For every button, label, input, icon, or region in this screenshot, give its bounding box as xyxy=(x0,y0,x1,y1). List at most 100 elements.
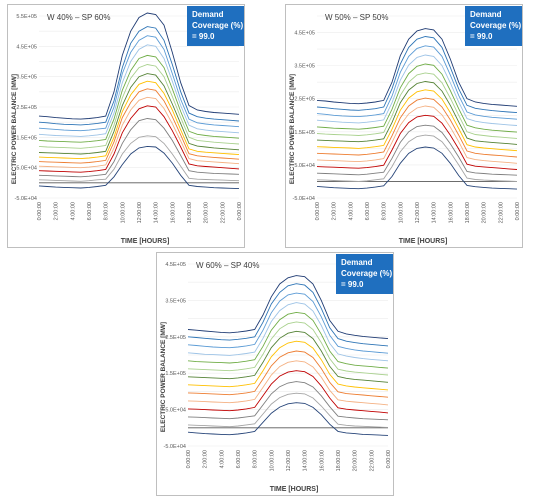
series-line xyxy=(187,283,389,347)
y-tick-label: 5.5E+05 xyxy=(16,14,37,20)
y-tick-label: -5.0E+04 xyxy=(293,196,315,202)
series-line xyxy=(316,105,518,164)
x-tick-labels: 0:00:00 2:00:00 4:00:00 6:00:00 8:00:00 10:00… xyxy=(37,202,243,223)
x-tick-label: 12:00:00 xyxy=(286,450,292,471)
x-axis-label: TIME [HOURS] xyxy=(270,486,319,493)
x-tick-label: 0:00:00 xyxy=(37,202,43,220)
series-line xyxy=(316,36,518,114)
x-tick-labels: 0:00:00 2:00:00 4:00:00 6:00:00 8:00:00 10:00… xyxy=(186,450,392,471)
x-tick-label: 10:00:00 xyxy=(120,202,126,223)
chart-svg: -5.0E+04 5.0E+04 1.5E+05 2.5E+05 3.5E+05 4.5E… xyxy=(156,252,394,496)
series-line xyxy=(38,96,240,169)
series-line xyxy=(38,145,240,190)
x-axis-label: TIME [HOURS] xyxy=(121,238,170,245)
x-tick-label: 18:00:00 xyxy=(187,202,193,223)
x-tick-label: 2:00:00 xyxy=(203,450,209,468)
legend-box-label-line2: Coverage (%) xyxy=(470,21,521,30)
series-line xyxy=(187,330,389,383)
series-line xyxy=(187,340,389,391)
y-tick-label: 1.5E+05 xyxy=(294,130,315,136)
x-tick-label: 20:00:00 xyxy=(353,450,359,471)
legend-box-label-line2: Coverage (%) xyxy=(192,21,243,30)
y-axis-label: ELECTRIC POWER BALANCE [MW] xyxy=(11,74,18,184)
series-line xyxy=(316,146,518,190)
series-line xyxy=(316,81,518,145)
x-tick-label: 0:00:00 xyxy=(315,202,321,220)
x-tick-label: 10:00:00 xyxy=(269,450,275,471)
x-tick-label: 16:00:00 xyxy=(448,202,454,223)
x-tick-label: 0:00:00 xyxy=(186,450,192,468)
y-tick-label: 2.5E+05 xyxy=(294,97,315,103)
x-tick-label: 12:00:00 xyxy=(415,202,421,223)
chart-panel-3: -5.0E+04 5.0E+04 1.5E+05 2.5E+05 3.5E+05 4.5E… xyxy=(156,252,394,496)
series-line xyxy=(316,45,518,120)
series-line xyxy=(38,26,240,126)
y-tick-label: 3.5E+05 xyxy=(294,64,315,70)
legend-box-label-line2: Coverage (%) xyxy=(341,269,392,278)
x-tick-label: 16:00:00 xyxy=(170,202,176,223)
y-tick-label: 1.5E+05 xyxy=(165,371,186,377)
series-lines xyxy=(187,275,389,436)
series-line xyxy=(38,54,240,143)
x-tick-label: 6:00:00 xyxy=(236,450,242,468)
series-line xyxy=(187,360,389,406)
x-tick-labels: 0:00:00 2:00:00 4:00:00 6:00:00 8:00:00 10:00… xyxy=(315,202,521,223)
x-tick-label: 4:00:00 xyxy=(219,450,225,468)
series-line xyxy=(187,392,389,428)
series-line xyxy=(187,350,389,398)
series-line xyxy=(38,64,240,149)
x-tick-label: 2:00:00 xyxy=(54,202,60,220)
series-line xyxy=(38,80,240,160)
legend-box: Demand Coverage (%) = 99.0 xyxy=(187,6,244,46)
series-line xyxy=(187,302,389,362)
x-tick-label: 18:00:00 xyxy=(336,450,342,471)
x-tick-label: 0:00:00 xyxy=(386,450,392,468)
series-line xyxy=(187,370,389,414)
x-tick-label: 8:00:00 xyxy=(253,450,259,468)
series-lines xyxy=(316,28,518,190)
y-tick-labels: -5.0E+04 5.0E+04 1.5E+05 2.5E+05 3.5E+05 4.5E… xyxy=(15,14,37,202)
legend-box-label-line1: Demand xyxy=(192,10,224,19)
legend-box-label-line1: Demand xyxy=(341,258,373,267)
y-tick-label: -5.0E+04 xyxy=(15,196,37,202)
legend-box: Demand Coverage (%) = 99.0 xyxy=(465,6,522,46)
x-tick-label: 2:00:00 xyxy=(332,202,338,220)
series-line xyxy=(187,381,389,421)
series-line xyxy=(316,124,518,176)
series-line xyxy=(316,72,518,139)
series-line xyxy=(316,97,518,158)
series-line xyxy=(187,311,389,369)
y-tick-label: 4.5E+05 xyxy=(16,44,37,50)
y-tick-label: 4.5E+05 xyxy=(165,262,186,268)
x-tick-label: 22:00:00 xyxy=(220,202,226,223)
x-tick-label: 8:00:00 xyxy=(382,202,388,220)
y-tick-label: 2.5E+05 xyxy=(165,335,186,341)
y-tick-label: 5.0E+04 xyxy=(165,408,186,414)
chart-svg: -5.0E+04 5.0E+04 1.5E+05 2.5E+05 3.5E+05 4.5E… xyxy=(285,4,523,248)
x-tick-label: 6:00:00 xyxy=(365,202,371,220)
x-tick-label: 18:00:00 xyxy=(465,202,471,223)
y-tick-label: 3.5E+05 xyxy=(16,75,37,81)
x-tick-label: 14:00:00 xyxy=(432,202,438,223)
x-tick-label: 12:00:00 xyxy=(137,202,143,223)
legend-box-value: = 99.0 xyxy=(341,280,364,289)
y-tick-label: 4.5E+05 xyxy=(294,31,315,37)
x-axis-label: TIME [HOURS] xyxy=(399,238,448,245)
x-tick-label: 4:00:00 xyxy=(348,202,354,220)
legend-box-value: = 99.0 xyxy=(192,32,215,41)
x-tick-label: 14:00:00 xyxy=(154,202,160,223)
series-line xyxy=(38,118,240,178)
x-tick-label: 6:00:00 xyxy=(87,202,93,220)
x-tick-label: 14:00:00 xyxy=(303,450,309,471)
legend-box-label-line1: Demand xyxy=(470,10,502,19)
chart-panel-1: -5.0E+04 5.0E+04 1.5E+05 2.5E+05 3.5E+05 4.5E… xyxy=(7,4,245,248)
series-line xyxy=(316,89,518,152)
y-tick-labels: -5.0E+04 5.0E+04 1.5E+05 2.5E+05 3.5E+05 4.5E… xyxy=(293,31,315,202)
series-line xyxy=(38,135,240,182)
series-line xyxy=(316,54,518,126)
series-line xyxy=(38,88,240,164)
series-lines xyxy=(38,12,240,190)
y-tick-label: 1.5E+05 xyxy=(16,135,37,141)
legend-box: Demand Coverage (%) = 99.0 xyxy=(336,254,393,294)
series-line xyxy=(38,44,240,137)
